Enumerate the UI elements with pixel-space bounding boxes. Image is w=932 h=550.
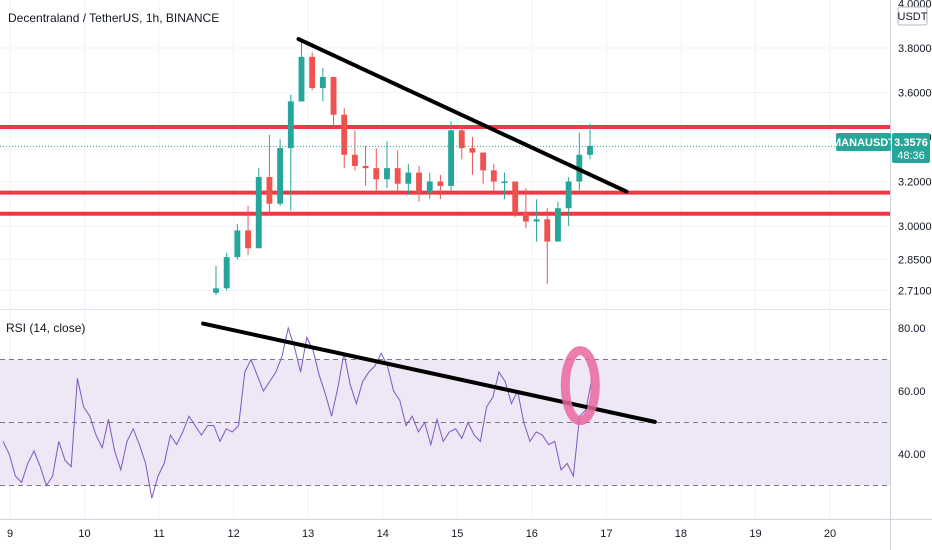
candle-body bbox=[533, 219, 540, 222]
price-axis-label: 2.8500 bbox=[898, 254, 932, 266]
candle-body bbox=[255, 177, 262, 249]
candle-body bbox=[373, 168, 380, 180]
time-axis-label: 10 bbox=[78, 528, 90, 540]
rsi-axis[interactable]: 40.00 60.00 80.00 bbox=[898, 323, 926, 461]
candle-body bbox=[266, 177, 273, 204]
candle-body bbox=[384, 168, 390, 180]
currency-badge[interactable]: USDT bbox=[897, 6, 928, 26]
time-axis-label: 20 bbox=[824, 528, 836, 540]
time-axis-label: 16 bbox=[526, 528, 538, 540]
time-axis-label: 9 bbox=[7, 528, 13, 540]
chart-title: Decentraland / TetherUS, 1h, BINANCE bbox=[8, 11, 219, 25]
currency-badge-box bbox=[897, 6, 928, 26]
candle-body bbox=[245, 230, 251, 249]
candle-body bbox=[330, 76, 337, 115]
symbol-tag-text: MANAUSDT bbox=[832, 137, 895, 149]
time-axis-label: 19 bbox=[749, 528, 761, 540]
time-axis-border bbox=[0, 519, 932, 520]
candle-body bbox=[405, 172, 412, 184]
time-axis-label: 17 bbox=[600, 528, 612, 540]
candle-body bbox=[565, 181, 572, 209]
candle-body bbox=[309, 56, 316, 89]
candle-body bbox=[448, 130, 455, 186]
price-axis-label: 4.0000 bbox=[898, 0, 932, 11]
candle-body bbox=[319, 76, 326, 89]
candle-body bbox=[298, 56, 305, 102]
rsi-trendline bbox=[201, 321, 657, 424]
symbol-tag-box bbox=[836, 133, 891, 151]
price-tag-box bbox=[892, 133, 930, 163]
price-axis-label: 3.2000 bbox=[898, 177, 932, 189]
candlestick-series bbox=[213, 39, 593, 295]
candle-body bbox=[555, 208, 561, 242]
candle-body bbox=[234, 230, 241, 258]
rsi-line bbox=[2, 326, 593, 499]
rsi-axis-label: 80.00 bbox=[898, 323, 926, 335]
candle-body bbox=[351, 154, 358, 166]
price-axis-border bbox=[890, 0, 891, 550]
candle-body bbox=[512, 181, 519, 213]
time-axis[interactable]: 9 10 11 12 13 14 15 16 17 18 19 20 bbox=[7, 528, 836, 540]
candle-body bbox=[469, 148, 476, 153]
pane-divider bbox=[0, 309, 890, 310]
rsi-axis-label: 60.00 bbox=[898, 386, 926, 398]
rsi-highlight-circle bbox=[560, 346, 600, 426]
candle-body bbox=[480, 152, 487, 171]
price-trendline bbox=[296, 37, 629, 194]
candle-body bbox=[341, 114, 348, 155]
price-axis-label: 3.8000 bbox=[898, 43, 932, 55]
rsi-level-lines bbox=[0, 359, 890, 486]
time-axis-label: 18 bbox=[675, 528, 687, 540]
price-pane[interactable] bbox=[0, 37, 890, 295]
candle-body bbox=[501, 181, 508, 183]
candle-body bbox=[362, 165, 369, 169]
rsi-pane[interactable] bbox=[0, 321, 890, 499]
time-axis-label: 13 bbox=[302, 528, 314, 540]
rsi-legend: RSI (14, close) bbox=[6, 321, 85, 335]
candle-body bbox=[287, 101, 294, 149]
candle-body bbox=[437, 181, 444, 186]
candle-body bbox=[522, 212, 529, 222]
price-axis-label: 2.7100 bbox=[898, 286, 932, 298]
price-tag-countdown: 48:36 bbox=[897, 150, 925, 162]
price-axis-label: 3.0000 bbox=[898, 221, 932, 233]
price-tag: MANAUSDT 3.3576 48:36 bbox=[832, 133, 930, 163]
resistance-lines bbox=[0, 124, 890, 216]
price-axis-label: 3.6000 bbox=[898, 88, 932, 100]
candle-body bbox=[490, 170, 497, 182]
candle-body bbox=[416, 172, 422, 193]
time-axis-label: 12 bbox=[228, 528, 240, 540]
rsi-axis-label: 40.00 bbox=[898, 449, 926, 461]
candle-body bbox=[223, 257, 230, 289]
time-axis-label: 11 bbox=[153, 528, 164, 540]
candle-body bbox=[426, 181, 433, 193]
price-tag-value: 3.3576 bbox=[894, 137, 928, 149]
candle-body bbox=[458, 130, 465, 149]
time-axis-label: 15 bbox=[451, 528, 463, 540]
time-axis-label: 14 bbox=[377, 528, 389, 540]
currency-badge-text: USDT bbox=[898, 11, 928, 23]
candle-body bbox=[544, 219, 551, 242]
candle-body bbox=[587, 145, 593, 155]
candle-body bbox=[394, 168, 401, 184]
candle-body bbox=[213, 288, 219, 293]
candle-body bbox=[277, 148, 284, 204]
